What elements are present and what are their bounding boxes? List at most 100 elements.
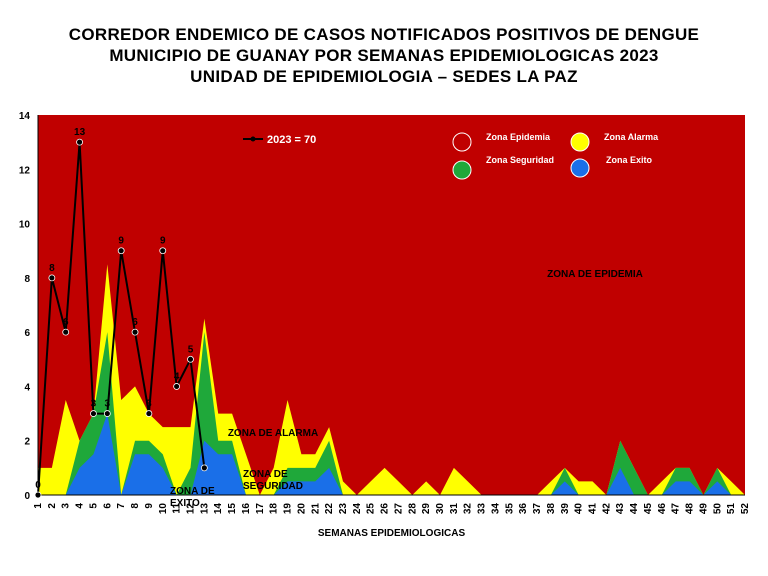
x-tick-label: 36 <box>518 503 529 515</box>
x-tick-label: 39 <box>560 503 571 515</box>
legend-zona-seguridad-swatch <box>452 160 472 180</box>
series-2023-point <box>76 138 83 146</box>
x-tick-label: 48 <box>685 503 696 515</box>
x-tick-label: 16 <box>241 503 252 515</box>
zone-zona-exito-area <box>38 413 745 495</box>
x-tick-label: 40 <box>574 503 585 515</box>
y-tick-label: 2 <box>24 437 30 448</box>
y-tick-label: 8 <box>24 274 30 285</box>
x-tick-label: 1 <box>33 503 44 509</box>
legend-zona-alarma-label: Zona Alarma <box>604 132 659 142</box>
x-tick-label: 30 <box>435 503 446 515</box>
x-tick-label: 22 <box>324 503 335 515</box>
series-2023-point <box>103 410 111 417</box>
annotation-zona-epidemia: ZONA DE EPIDEMIA <box>547 269 643 280</box>
series-2023-point <box>117 247 125 255</box>
annotation-zona-alarma: ZONA DE ALARMA <box>228 428 318 439</box>
x-tick-label: 49 <box>698 503 709 515</box>
legend-series-marker <box>250 136 256 142</box>
x-tick-label: 46 <box>657 503 668 515</box>
series-2023-point <box>90 410 97 417</box>
x-tick-label: 25 <box>366 503 377 515</box>
series-2023-point <box>34 491 42 499</box>
x-tick-label: 28 <box>407 503 418 515</box>
x-tick-label: 3 <box>61 503 72 509</box>
x-tick-label: 41 <box>588 503 599 515</box>
x-tick-label: 23 <box>338 503 349 515</box>
x-tick-label: 35 <box>504 503 515 515</box>
x-tick-label: 34 <box>490 503 501 515</box>
y-tick-label: 4 <box>24 382 30 393</box>
x-tick-label: 27 <box>393 503 404 515</box>
data-label: 8 <box>49 263 55 274</box>
x-tick-label: 32 <box>463 503 474 515</box>
x-tick-label: 6 <box>102 503 113 509</box>
legend-zona-exito-label: Zona Exito <box>606 155 653 165</box>
title-line-2: MUNICIPIO DE GUANAY POR SEMANAS EPIDEMIO… <box>109 46 659 65</box>
x-tick-label: 20 <box>296 503 307 515</box>
x-tick-label: 45 <box>643 503 654 515</box>
x-tick-label: 31 <box>449 503 460 515</box>
x-tick-label: 29 <box>421 503 432 515</box>
x-tick-label: 44 <box>629 503 640 515</box>
data-label: 3 <box>105 399 111 410</box>
series-2023-point <box>159 247 167 255</box>
x-tick-label: 26 <box>380 503 391 515</box>
x-tick-label: 8 <box>130 503 141 509</box>
data-label: 4 <box>174 371 180 382</box>
x-tick-label: 12 <box>185 503 196 515</box>
data-label: 3 <box>146 399 152 410</box>
x-tick-label: 2 <box>47 503 58 509</box>
x-tick-label: 9 <box>144 503 155 509</box>
x-tick-label: 37 <box>532 503 543 515</box>
data-label: 9 <box>118 236 124 247</box>
x-tick-label: 11 <box>172 503 183 514</box>
y-tick-label: 14 <box>19 111 31 122</box>
x-tick-label: 7 <box>116 503 127 509</box>
x-tick-label: 4 <box>75 503 86 509</box>
x-tick-label: 13 <box>199 503 210 515</box>
x-tick-label: 50 <box>712 503 723 515</box>
series-2023-point <box>48 274 56 282</box>
x-tick-label: 51 <box>726 503 737 515</box>
x-tick-label: 5 <box>88 503 99 509</box>
y-tick-label: 6 <box>24 328 30 339</box>
y-tick-label: 10 <box>19 220 31 231</box>
x-tick-label: 21 <box>310 503 321 515</box>
chart-title: CORREDOR ENDEMICO DE CASOS NOTIFICADOS P… <box>0 24 768 87</box>
annotation-zona-exito-2: EXITO <box>170 498 200 509</box>
x-tick-label: 38 <box>546 503 557 515</box>
legend-zona-alarma-swatch <box>570 132 590 152</box>
x-tick-label: 10 <box>158 503 169 515</box>
title-line-1: CORREDOR ENDEMICO DE CASOS NOTIFICADOS P… <box>68 25 700 44</box>
x-tick-label: 17 <box>255 503 266 515</box>
x-tick-label: 15 <box>227 503 238 515</box>
legend-zona-epidemia-swatch <box>452 132 472 152</box>
legend-zona-epidemia-label: Zona Epidemia <box>486 132 551 142</box>
legend-zona-exito-swatch <box>570 158 590 178</box>
x-tick-label: 19 <box>283 503 294 515</box>
series-2023-point <box>131 328 139 336</box>
x-tick-label: 42 <box>601 503 612 515</box>
annotation-zona-exito-1: ZONA DE <box>170 486 215 497</box>
x-tick-label: 52 <box>740 503 751 515</box>
x-tick-label: 18 <box>269 503 280 515</box>
y-tick-label: 0 <box>24 491 30 502</box>
data-label: 9 <box>160 236 166 247</box>
data-label: 6 <box>63 317 69 328</box>
x-axis-label: SEMANAS EPIDEMIOLOGICAS <box>318 528 466 539</box>
series-2023-point <box>200 464 208 472</box>
data-label: 13 <box>74 127 86 138</box>
x-tick-label: 47 <box>671 503 682 515</box>
series-2023-point <box>62 328 70 336</box>
data-label: 6 <box>132 317 138 328</box>
series-2023-point <box>173 383 181 390</box>
legend-series-label: 2023 = 70 <box>267 134 316 146</box>
data-label: 3 <box>91 399 97 410</box>
legend-zona-seguridad-label: Zona Seguridad <box>486 155 554 165</box>
annotation-zona-seguridad-1: ZONA DE <box>243 469 288 480</box>
x-tick-label: 24 <box>352 503 363 515</box>
x-tick-label: 33 <box>477 503 488 515</box>
data-label: 5 <box>188 344 194 355</box>
